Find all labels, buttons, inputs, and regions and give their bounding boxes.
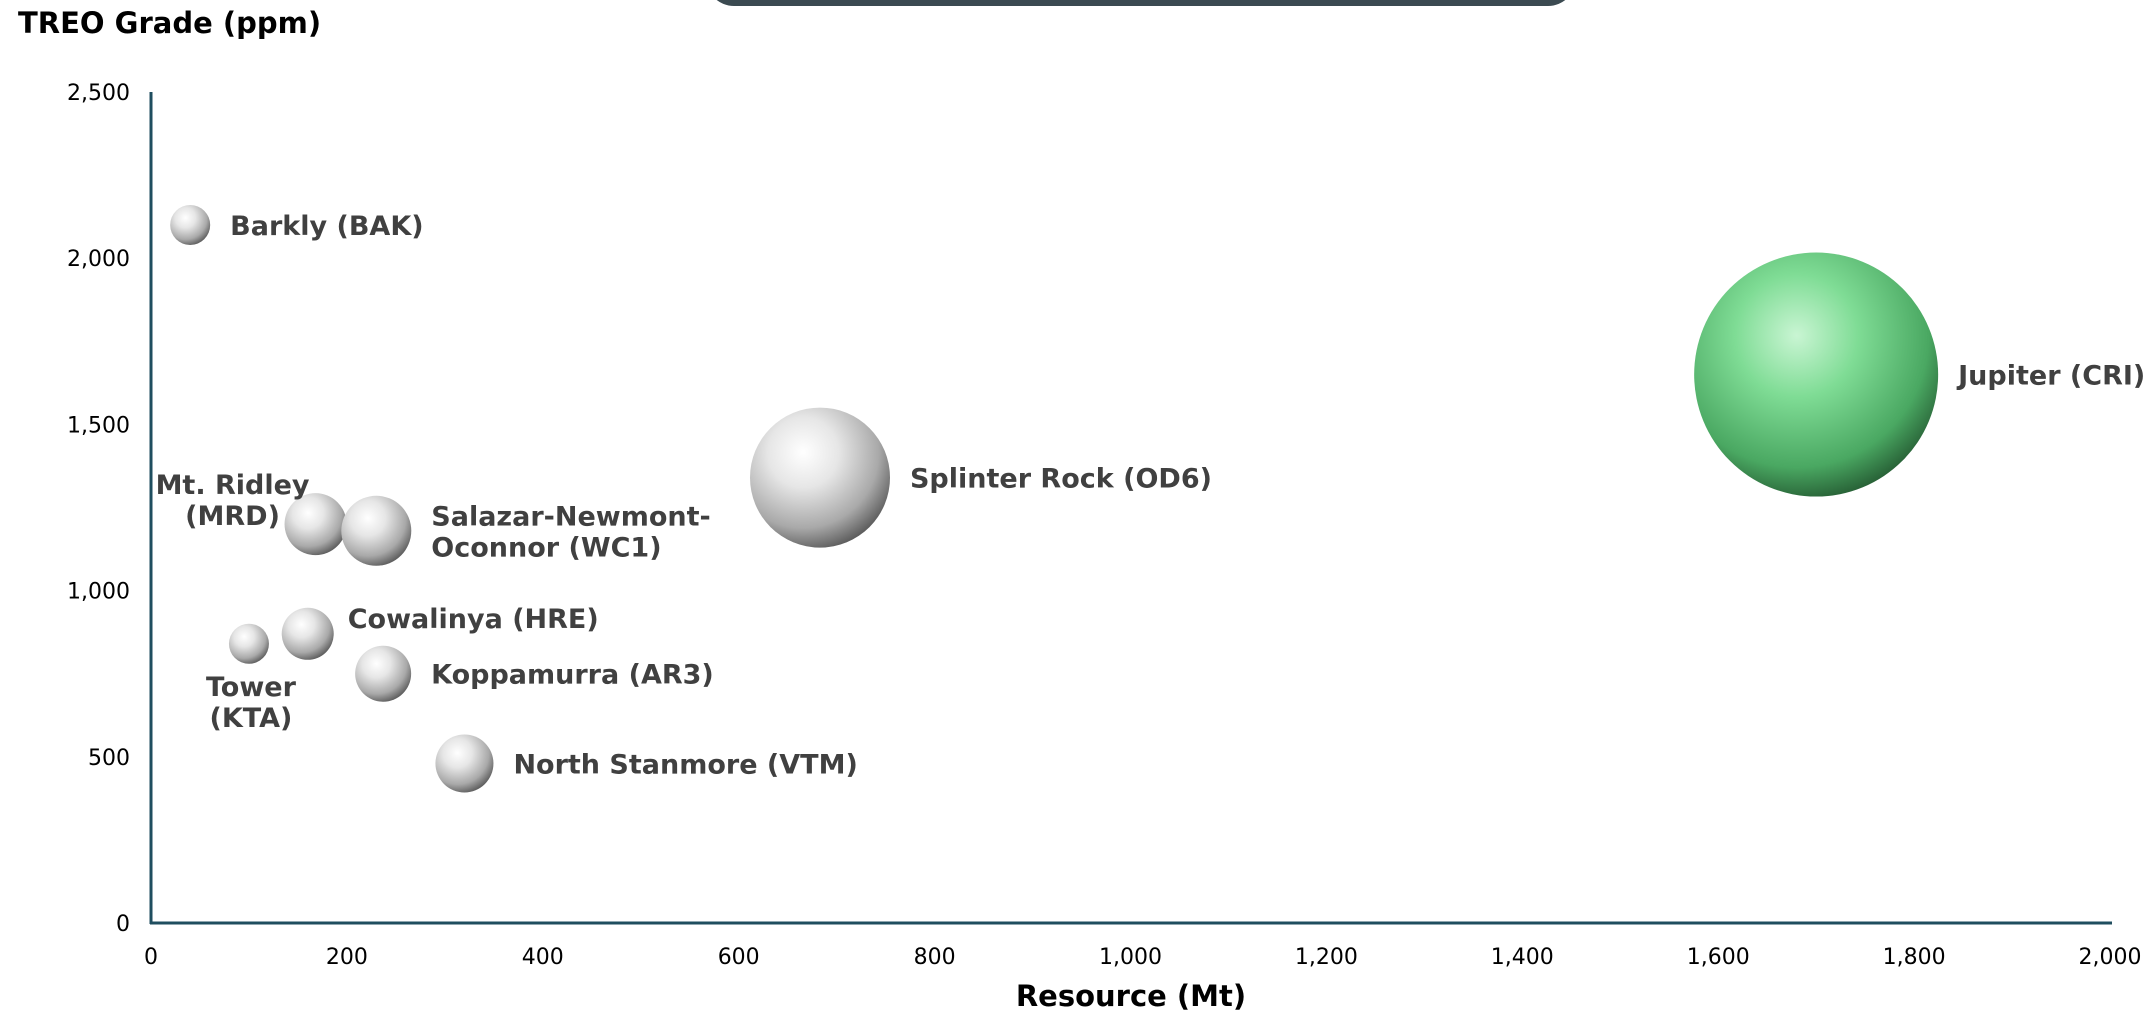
y-tick-label: 0	[116, 912, 130, 937]
x-tick-label: 1,800	[1883, 945, 1946, 970]
bubble-label: Salazar-Newmont-	[431, 501, 710, 532]
y-tick-label: 2,000	[67, 247, 130, 272]
bubble-label: Jupiter (CRI)	[1956, 361, 2145, 392]
x-tick-label: 1,600	[1687, 945, 1750, 970]
bubble-labels: Barkly (BAK) Mt. Ridley(MRD) Salazar-Newmo…	[156, 211, 2146, 780]
bubble	[341, 495, 412, 566]
bubble	[435, 734, 494, 793]
y-tick-labels: 0 500 1,000 1,500 2,000 2,500	[67, 81, 130, 937]
x-tick-label: 600	[718, 945, 760, 970]
bubble	[1694, 252, 1939, 497]
x-tick-label: 400	[522, 945, 564, 970]
x-tick-label: 1,000	[1099, 945, 1162, 970]
bubble-label: Oconnor (WC1)	[431, 532, 661, 563]
bubble	[749, 407, 890, 548]
bubble-label: Mt. Ridley	[156, 470, 310, 501]
x-tick-label: 2,000	[2079, 945, 2142, 970]
y-tick-label: 2,500	[67, 81, 130, 106]
bubble	[170, 204, 211, 245]
bubble	[281, 607, 334, 660]
bubble	[284, 493, 347, 556]
x-tick-label: 200	[326, 945, 368, 970]
header-bar	[706, 0, 1576, 6]
y-tick-label: 500	[88, 746, 130, 771]
bubble-label: North Stanmore (VTM)	[513, 749, 857, 780]
x-tick-labels: 0 200 400 600 800 1,000 1,200 1,400 1,600 1,800 2,…	[144, 945, 2141, 970]
bubble	[228, 623, 269, 664]
x-tick-label: 800	[914, 945, 956, 970]
bubble-label: Tower	[206, 672, 297, 703]
bubble	[355, 645, 412, 702]
y-tick-label: 1,000	[67, 580, 130, 605]
bubble-label: Barkly (BAK)	[230, 211, 423, 242]
x-tick-label: 1,400	[1491, 945, 1554, 970]
bubble-label: (KTA)	[210, 703, 293, 734]
bubbles	[170, 204, 1939, 793]
x-axis-title: Resource (Mt)	[1016, 979, 1246, 1013]
y-tick-label: 1,500	[67, 413, 130, 438]
bubble-label: Cowalinya (HRE)	[348, 604, 599, 635]
x-tick-label: 0	[144, 945, 158, 970]
bubble-label: Koppamurra (AR3)	[431, 660, 714, 691]
bubble-label: Splinter Rock (OD6)	[910, 464, 1212, 495]
y-axis-title: TREO Grade (ppm)	[18, 6, 321, 40]
x-tick-label: 1,200	[1295, 945, 1358, 970]
bubble-label: (MRD)	[185, 501, 280, 532]
